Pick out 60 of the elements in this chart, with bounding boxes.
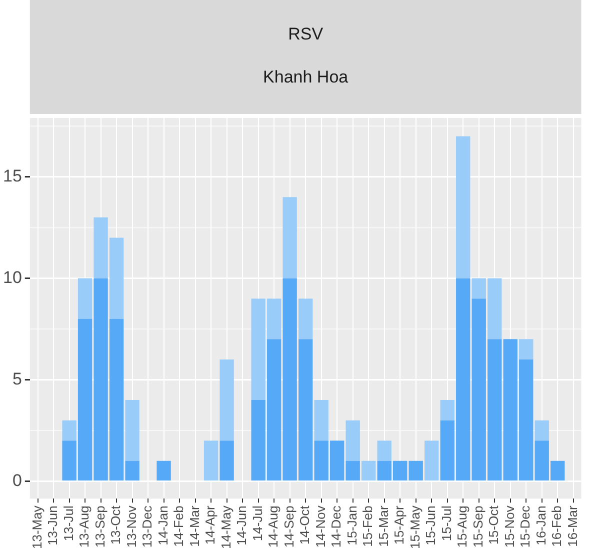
x-tick-label: 15-Oct [486, 505, 502, 545]
x-tick-label: 15-Jun [423, 506, 438, 546]
x-tick-label: 14-Jul [250, 506, 265, 542]
x-tick-label: 13-Sep [92, 506, 108, 548]
bar [314, 400, 328, 441]
bar [362, 460, 376, 480]
bar [220, 359, 234, 441]
x-tick-label: 15-May [407, 505, 422, 550]
x-tick-label: 14-Jun [234, 506, 250, 546]
chart-subtitle: Khanh Hoa [263, 68, 349, 87]
bar [220, 440, 234, 480]
bar [62, 420, 76, 441]
bar [156, 460, 171, 480]
x-tick-label: 15-Dec [518, 505, 533, 548]
x-tick-label: 13-Nov [124, 505, 139, 548]
x-tick-label: 15-Jul [438, 506, 454, 542]
y-tick-label: 5 [12, 369, 22, 388]
bar [519, 339, 534, 360]
x-tick-label: 14-Nov [312, 505, 328, 548]
x-tick-label: 15-Mar [376, 504, 391, 547]
x-tick-label: 15-Jan [344, 506, 360, 546]
x-tick-label: 15-Aug [454, 506, 470, 548]
x-tick-label: 15-Nov [502, 505, 517, 548]
x-tick-label: 13-Jun [45, 506, 60, 546]
x-tick-label: 13-May [29, 505, 44, 550]
x-tick-label: 16-Feb [549, 506, 564, 547]
x-tick-label: 14-Mar [186, 504, 202, 547]
x-tick-label: 14-Jan [155, 506, 170, 546]
bar [440, 400, 454, 420]
bar [346, 420, 360, 461]
x-tick-label: 13-Aug [76, 506, 92, 548]
x-tick-label: 15-Sep [470, 506, 486, 548]
y-tick-label: 10 [2, 268, 22, 287]
chart-title: RSV [288, 24, 324, 44]
bar [78, 278, 92, 319]
bar [456, 136, 470, 278]
bar [282, 197, 297, 278]
x-tick-label: 14-Apr [202, 504, 218, 545]
bar [298, 298, 313, 340]
y-tick-label: 15 [2, 166, 22, 186]
x-tick-label: 16-Mar [564, 504, 580, 547]
x-tick-label: 14-Dec [328, 505, 344, 548]
x-tick-label: 13-Oct [108, 505, 124, 545]
x-tick-label: 14-Feb [171, 506, 186, 547]
x-tick-label: 15-Feb [360, 506, 376, 547]
bar [377, 440, 392, 461]
x-tick-label: 15-Apr [392, 504, 407, 545]
bar [204, 440, 218, 480]
x-tick-label: 14-Aug [266, 506, 281, 548]
x-tick-label: 14-Oct [297, 505, 312, 545]
bar [408, 460, 423, 480]
y-tick-label: 0 [12, 470, 22, 490]
bar [424, 440, 439, 480]
bar [534, 420, 549, 441]
x-tick-label: 13-Jul [60, 506, 76, 542]
bar [125, 400, 140, 461]
x-tick-label: 14-May [218, 505, 234, 550]
x-tick-label: 14-Sep [281, 506, 296, 548]
x-tick-label: 16-Jan [533, 506, 548, 546]
x-tick-label: 13-Dec [140, 505, 155, 548]
